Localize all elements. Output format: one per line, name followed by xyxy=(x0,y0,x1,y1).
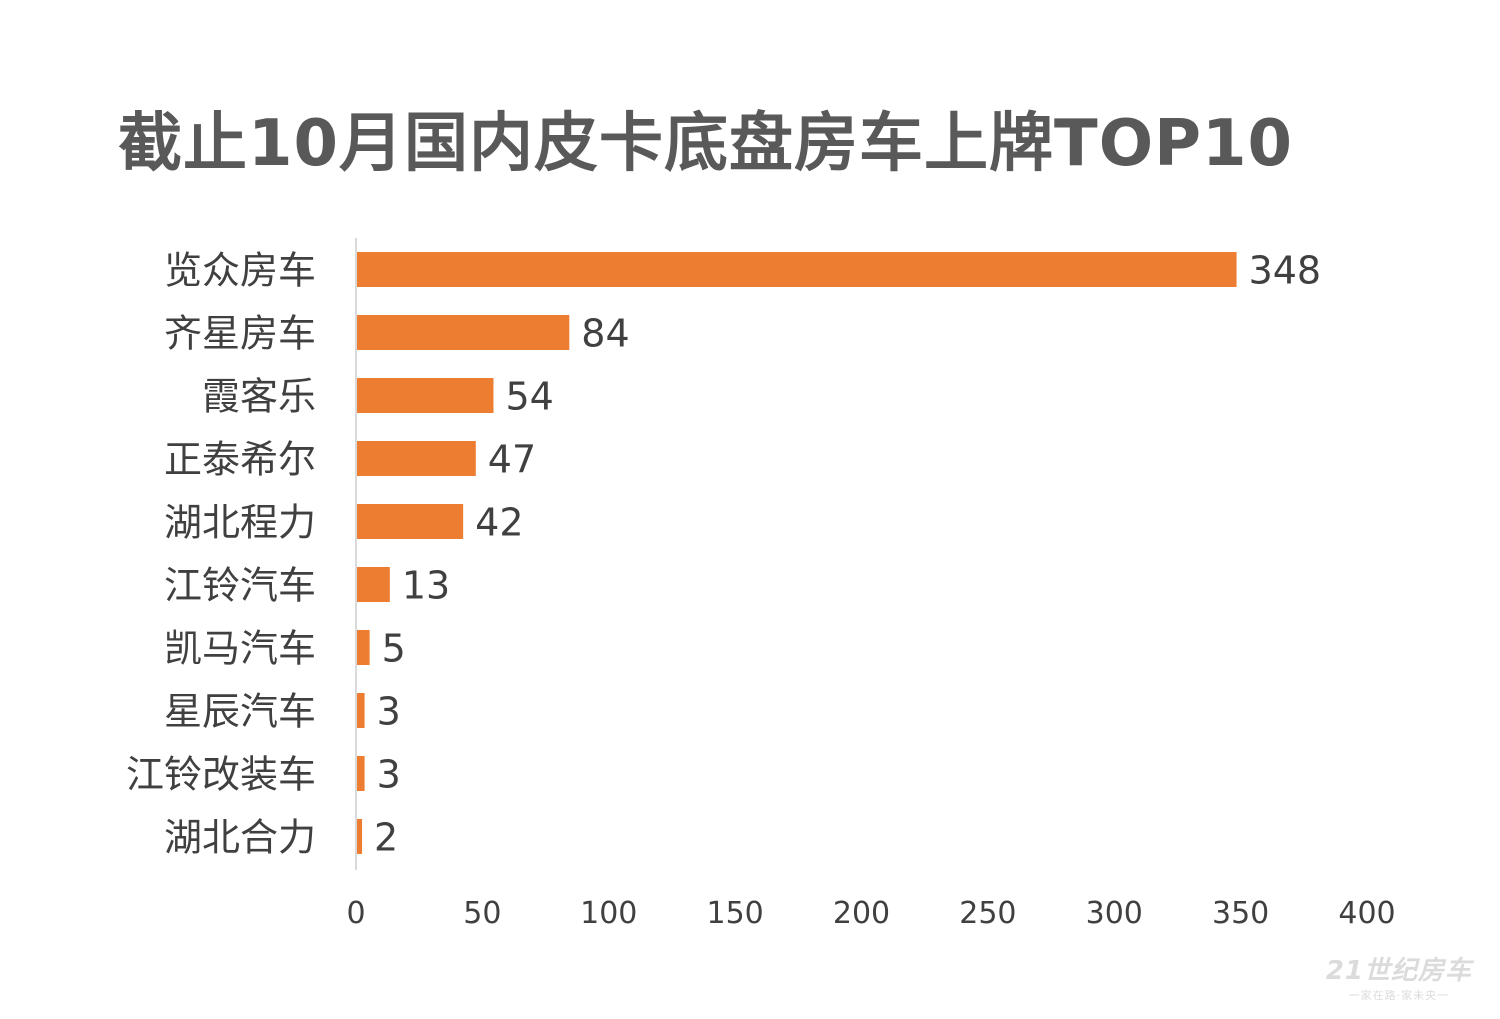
x-tick-label-3: 150 xyxy=(706,896,763,931)
category-label-0: 览众房车 xyxy=(164,249,316,293)
category-label-1: 齐星房车 xyxy=(164,312,316,356)
value-label-4: 42 xyxy=(475,501,523,545)
x-tick-label-5: 250 xyxy=(959,896,1016,931)
value-label-5: 13 xyxy=(402,564,450,608)
category-label-3: 正泰希尔 xyxy=(164,438,316,482)
bar-1 xyxy=(357,315,570,350)
value-label-2: 54 xyxy=(505,375,553,419)
watermark-main-text: 21世纪房车 xyxy=(1325,956,1472,986)
x-tick-label-0: 0 xyxy=(346,896,365,931)
chart-title: 截止10月国内皮卡底盘房车上牌TOP10 xyxy=(118,107,1294,181)
bar-7 xyxy=(357,693,365,728)
category-label-8: 江铃改装车 xyxy=(126,753,316,797)
category-label-9: 湖北合力 xyxy=(164,816,316,860)
category-label-5: 江铃汽车 xyxy=(164,564,316,608)
x-tick-label-8: 400 xyxy=(1338,896,1395,931)
category-label-4: 湖北程力 xyxy=(164,501,316,545)
value-label-0: 348 xyxy=(1249,249,1322,293)
bar-5 xyxy=(357,567,390,602)
watermark-logo: 21世纪房车 一家在路·家未央一 xyxy=(1326,950,1472,1003)
value-label-9: 2 xyxy=(374,816,398,860)
bar-4 xyxy=(357,504,464,539)
value-label-8: 3 xyxy=(377,753,401,797)
category-label-7: 星辰汽车 xyxy=(164,690,316,734)
bar-8 xyxy=(357,756,365,791)
bar-9 xyxy=(357,819,363,854)
x-tick-label-2: 100 xyxy=(580,896,637,931)
x-tick-label-6: 300 xyxy=(1086,896,1143,931)
value-label-7: 3 xyxy=(377,690,401,734)
value-label-3: 47 xyxy=(488,438,536,482)
bar-6 xyxy=(357,630,370,665)
category-label-2: 霞客乐 xyxy=(202,375,316,419)
value-label-1: 84 xyxy=(581,312,629,356)
x-tick-label-4: 200 xyxy=(833,896,890,931)
bar-3 xyxy=(357,441,476,476)
bar-2 xyxy=(357,378,494,413)
value-label-6: 5 xyxy=(382,627,406,671)
x-tick-label-7: 350 xyxy=(1212,896,1269,931)
category-label-6: 凯马汽车 xyxy=(164,627,316,671)
x-tick-label-1: 50 xyxy=(463,896,501,931)
bar-0 xyxy=(357,252,1237,287)
watermark-sub-text: 一家在路·家未央一 xyxy=(1348,989,1450,1002)
